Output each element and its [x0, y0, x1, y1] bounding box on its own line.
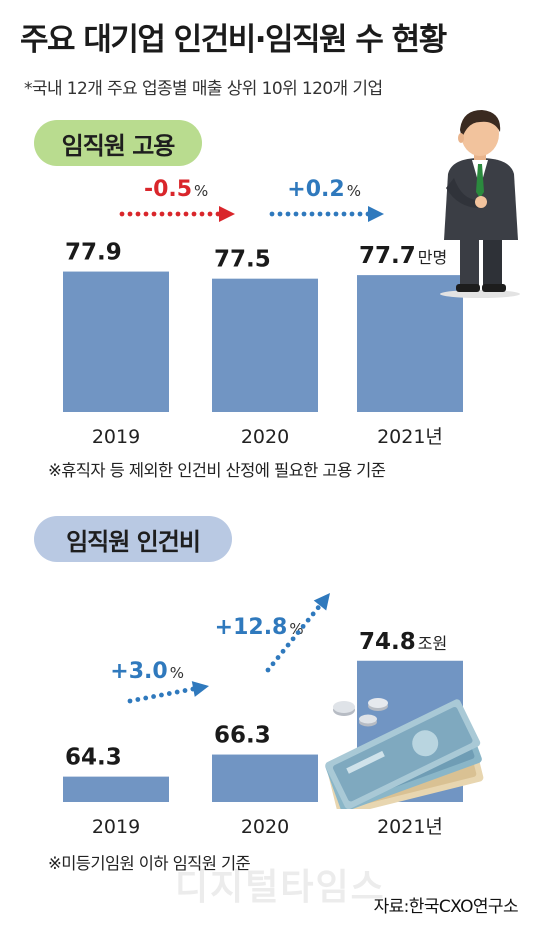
arrow-dot [291, 636, 296, 641]
change-label-percent: % [347, 182, 361, 200]
arrow-dot [183, 688, 188, 693]
arrow-dot [281, 649, 286, 654]
arrow-dot [160, 212, 165, 217]
data-label: 77.7 [359, 243, 416, 269]
arrow-dot [120, 212, 125, 217]
arrow-dot [294, 212, 299, 217]
data-label: 66.3 [214, 723, 271, 749]
arrow-dot [151, 694, 156, 699]
arrow-dot [302, 212, 307, 217]
arrow-dot [311, 612, 316, 617]
arrow-dot [167, 691, 172, 696]
category-tick-label: 2020 [241, 816, 289, 838]
arrow-dot [342, 212, 347, 217]
arrow-dot [271, 661, 276, 666]
unit-label: 조원 [418, 634, 447, 653]
arrow-dot [310, 212, 315, 217]
change-label: -0.5 [144, 177, 192, 202]
change-label: +12.8 [215, 615, 288, 640]
change-label-percent: % [194, 182, 208, 200]
arrow-dot [278, 212, 283, 217]
arrow-dot [316, 605, 321, 610]
arrow-dot [286, 212, 291, 217]
arrow-dot [266, 668, 271, 673]
bar [63, 272, 169, 412]
subtitle-note: *국내 12개 주요 업종별 매출 상위 10위 120개 기업 [24, 74, 382, 99]
data-label: 77.5 [214, 247, 271, 273]
arrow-dot [143, 696, 148, 701]
money-illustration [320, 694, 495, 809]
bar [63, 777, 169, 802]
businessman-illustration [432, 108, 532, 298]
employment-section-pill: 임직원 고용 [34, 120, 202, 166]
category-tick-label: 2021년 [377, 816, 443, 838]
arrow-dot [358, 212, 363, 217]
arrow-head [219, 206, 235, 222]
arrow-dot [334, 212, 339, 217]
arrow-dot [200, 212, 205, 217]
arrow-dot [326, 212, 331, 217]
arrow-dot [159, 693, 164, 698]
category-tick-label: 2020 [241, 426, 289, 448]
bar [212, 279, 318, 412]
arrow-dot [135, 697, 140, 702]
category-tick-label: 2019 [92, 426, 140, 448]
data-label: 77.9 [65, 240, 122, 266]
arrow-dot [296, 630, 301, 635]
arrow-dot [301, 624, 306, 629]
arrow-dot [144, 212, 149, 217]
change-label-percent: % [289, 620, 303, 638]
data-label: 64.3 [65, 745, 122, 771]
category-tick-label: 2021년 [377, 426, 443, 448]
bar [212, 755, 318, 802]
arrow-dot [128, 212, 133, 217]
arrow-dot [168, 212, 173, 217]
watermark: 디지털타임스 [175, 858, 386, 910]
arrow-head [368, 206, 384, 222]
page-title: 주요 대기업 인건비·임직원 수 현황 [20, 14, 446, 59]
arrow-dot [276, 655, 281, 660]
source-label: 자료:한국CXO연구소 [374, 892, 518, 917]
change-label: +3.0 [110, 659, 167, 684]
arrow-dot [208, 212, 213, 217]
employment-footnote: ※휴직자 등 제외한 인건비 산정에 필요한 고용 기준 [48, 457, 385, 481]
arrow-dot [176, 212, 181, 217]
data-label: 74.8 [359, 629, 416, 655]
arrow-dot [152, 212, 157, 217]
change-label: +0.2 [287, 177, 344, 202]
arrow-dot [192, 212, 197, 217]
arrow-dot [350, 212, 355, 217]
arrow-dot [318, 212, 323, 217]
arrow-dot [270, 212, 275, 217]
change-label-percent: % [170, 664, 184, 682]
arrow-dot [184, 212, 189, 217]
arrow-dot [286, 643, 291, 648]
arrow-head [192, 681, 209, 697]
category-tick-label: 2019 [92, 816, 140, 838]
arrow-dot [136, 212, 141, 217]
arrow-dot [306, 618, 311, 623]
arrow-dot [175, 690, 180, 695]
arrow-dot [128, 699, 133, 704]
